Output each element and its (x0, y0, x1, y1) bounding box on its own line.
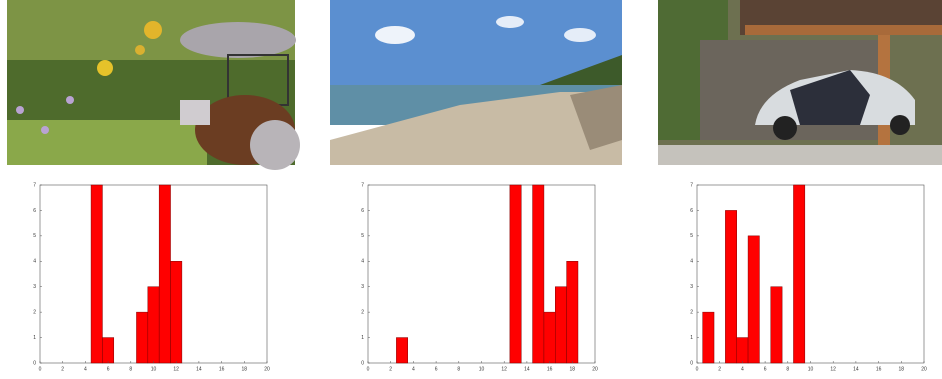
photo-garden (7, 0, 300, 170)
photo-beach (330, 0, 622, 165)
x-tick-label: 10 (808, 366, 814, 372)
x-tick-label: 14 (196, 366, 202, 372)
x-tick-label: 0 (696, 366, 699, 372)
y-tick-label: 0 (361, 360, 364, 366)
x-tick-label: 6 (764, 366, 767, 372)
y-tick-label: 4 (33, 259, 36, 265)
y-tick-label: 2 (33, 309, 36, 315)
bar (102, 337, 115, 364)
y-tick-label: 2 (361, 309, 364, 315)
bar (747, 235, 760, 364)
y-tick-label: 6 (33, 208, 36, 214)
bar (396, 337, 408, 364)
y-tick-label: 6 (690, 208, 693, 214)
x-tick-label: 8 (457, 366, 460, 372)
x-tick-label: 16 (547, 366, 553, 372)
x-tick-label: 20 (264, 366, 270, 372)
x-tick-label: 2 (718, 366, 721, 372)
y-tick-label: 7 (33, 182, 36, 188)
bar (543, 311, 556, 364)
y-tick-label: 4 (690, 259, 693, 265)
x-tick-label: 12 (830, 366, 836, 372)
x-tick-label: 20 (592, 366, 598, 372)
y-tick-label: 3 (361, 284, 364, 290)
bar (147, 286, 160, 364)
y-tick-label: 5 (361, 233, 364, 239)
bar (702, 311, 715, 364)
x-tick-label: 8 (786, 366, 789, 372)
y-tick-label: 2 (690, 309, 693, 315)
x-tick-label: 6 (107, 366, 110, 372)
bar (566, 261, 579, 364)
x-tick-label: 4 (741, 366, 744, 372)
bar (725, 210, 737, 364)
photo-carport (658, 0, 942, 165)
x-tick-label: 2 (61, 366, 64, 372)
y-tick-label: 5 (690, 233, 693, 239)
y-tick-label: 1 (33, 335, 36, 341)
x-tick-label: 6 (435, 366, 438, 372)
bar (509, 184, 522, 364)
x-tick-label: 10 (479, 366, 485, 372)
x-tick-label: 12 (173, 366, 179, 372)
y-tick-label: 3 (690, 284, 693, 290)
bar (136, 311, 149, 364)
bar (170, 261, 183, 364)
x-tick-label: 14 (524, 366, 530, 372)
x-tick-label: 14 (853, 366, 859, 372)
x-tick-label: 4 (84, 366, 87, 372)
x-tick-label: 18 (570, 366, 576, 372)
bar (736, 337, 749, 364)
x-tick-label: 18 (242, 366, 248, 372)
bar (770, 286, 783, 364)
x-tick-label: 12 (501, 366, 507, 372)
y-tick-label: 6 (361, 208, 364, 214)
x-tick-label: 10 (151, 366, 157, 372)
y-tick-label: 3 (33, 284, 36, 290)
bar (158, 184, 171, 364)
bar (90, 184, 103, 364)
y-tick-label: 0 (690, 360, 693, 366)
x-tick-label: 16 (219, 366, 225, 372)
bar (532, 184, 545, 364)
y-tick-label: 4 (361, 259, 364, 265)
x-tick-label: 16 (876, 366, 882, 372)
x-tick-label: 0 (367, 366, 370, 372)
x-tick-label: 4 (412, 366, 415, 372)
y-tick-label: 0 (33, 360, 36, 366)
x-tick-label: 20 (921, 366, 927, 372)
x-tick-label: 8 (129, 366, 132, 372)
x-tick-label: 2 (389, 366, 392, 372)
y-tick-label: 7 (690, 182, 693, 188)
bar (793, 184, 806, 364)
x-tick-label: 0 (39, 366, 42, 372)
y-tick-label: 5 (33, 233, 36, 239)
y-tick-label: 1 (361, 335, 364, 341)
bar (555, 286, 567, 364)
y-tick-label: 1 (690, 335, 693, 341)
x-tick-label: 18 (899, 366, 905, 372)
y-tick-label: 7 (361, 182, 364, 188)
